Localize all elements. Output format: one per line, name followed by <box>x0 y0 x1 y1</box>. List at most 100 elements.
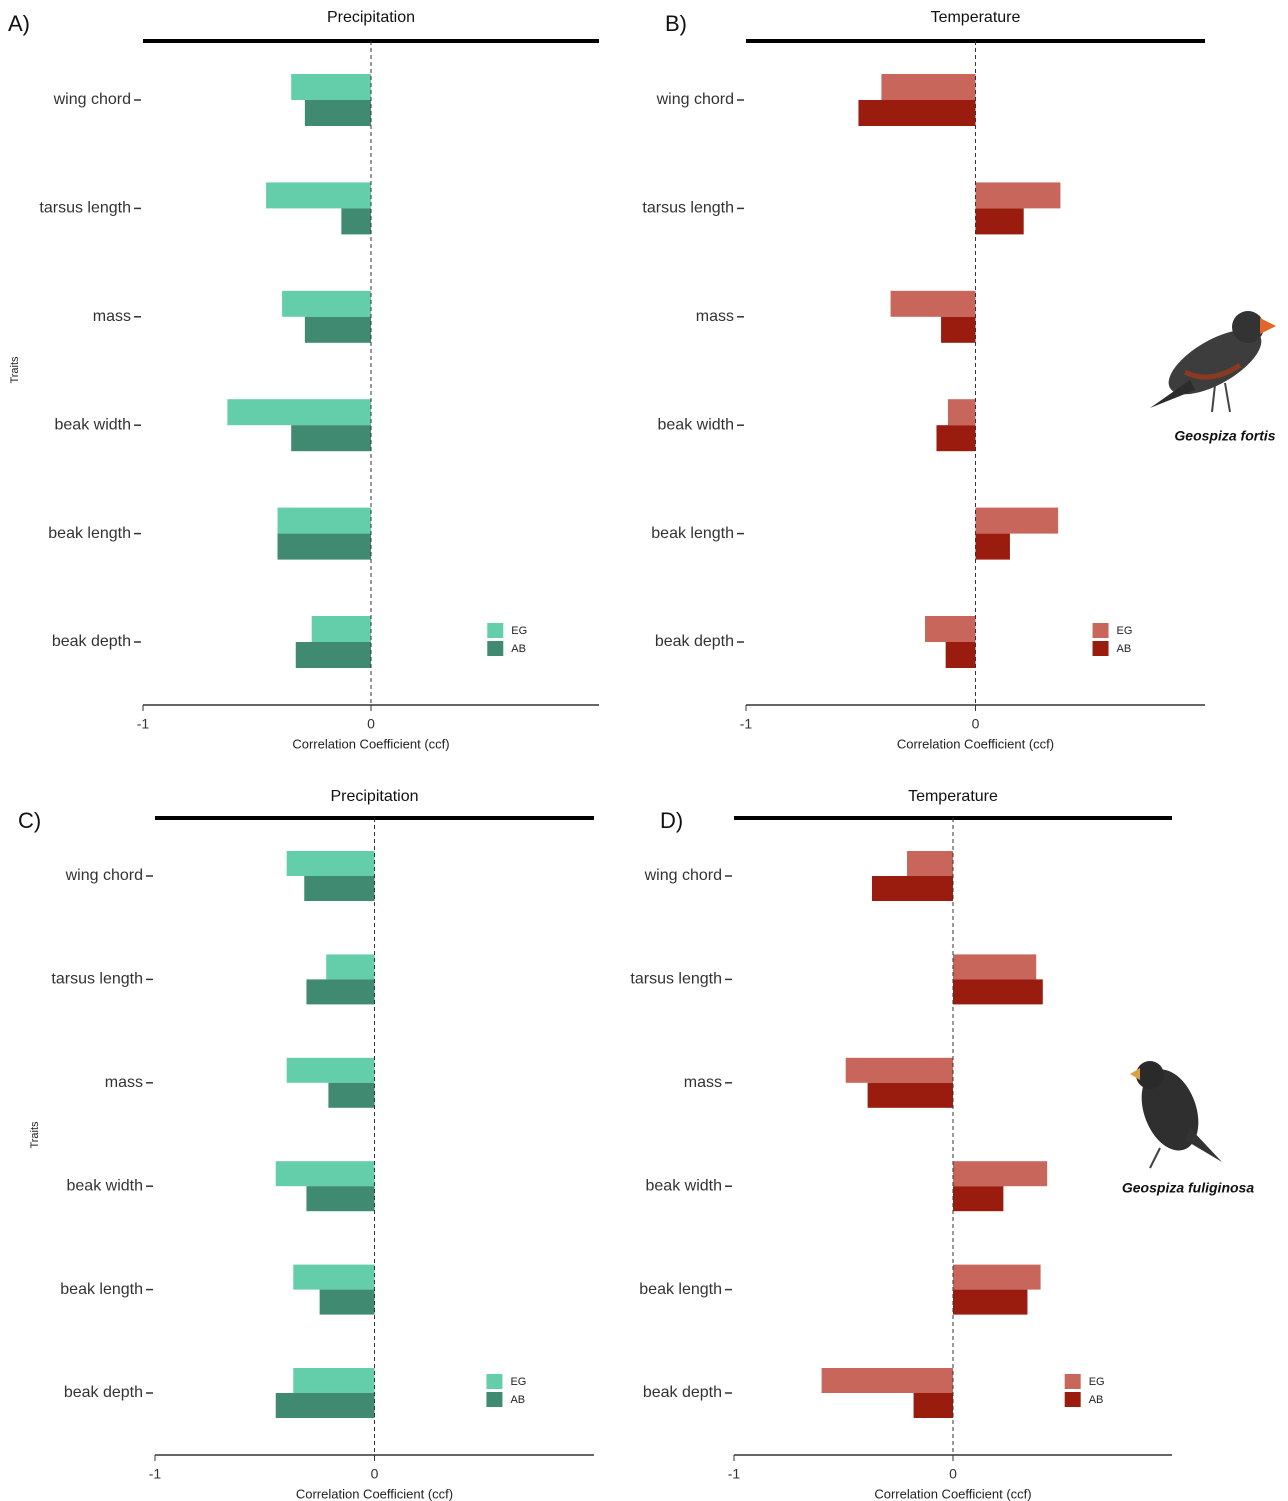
bar <box>341 208 371 235</box>
bar <box>277 507 371 534</box>
bar <box>858 100 976 126</box>
bar <box>319 1289 375 1315</box>
y-tick-label: mass <box>105 1074 143 1091</box>
y-tick-label: wing chord <box>644 867 722 884</box>
bar <box>953 954 1037 980</box>
bar <box>975 533 1010 560</box>
y-tick-label: wing chord <box>65 867 143 884</box>
x-tick-label: 0 <box>972 716 980 732</box>
bar <box>941 316 976 343</box>
bar <box>286 851 375 876</box>
legend-label: EG <box>1089 1376 1105 1388</box>
bar <box>975 507 1059 534</box>
bar <box>227 399 371 426</box>
bar <box>925 616 976 642</box>
bar <box>306 1186 375 1212</box>
bar <box>907 851 953 876</box>
bar <box>304 876 375 901</box>
legend-label: EG <box>510 1376 526 1388</box>
bar <box>947 399 976 426</box>
bar <box>275 1393 375 1418</box>
y-tick-label: beak length <box>48 525 131 542</box>
panel-title: Temperature <box>908 788 998 805</box>
bar <box>293 1368 375 1393</box>
bar <box>293 1264 375 1290</box>
legend-label: AB <box>1089 1394 1104 1406</box>
legend-swatch <box>1092 623 1109 638</box>
y-tick-label: mass <box>93 308 131 325</box>
y-tick-label: beak width <box>67 1177 144 1194</box>
x-tick-label: -1 <box>740 716 753 732</box>
panel-label: D) <box>660 808 683 833</box>
bar <box>845 1057 953 1083</box>
bar <box>291 74 371 100</box>
panel-title: Precipitation <box>330 788 418 805</box>
bar <box>286 1057 375 1083</box>
legend-swatch <box>487 641 504 656</box>
panel-label: A) <box>8 11 30 36</box>
bar <box>871 876 953 901</box>
y-tick-label: tarsus length <box>51 971 143 988</box>
legend-label: EG <box>1117 625 1133 637</box>
bar <box>311 616 371 642</box>
x-tick-label: -1 <box>137 716 150 732</box>
bar <box>304 316 371 343</box>
bar <box>821 1368 953 1393</box>
x-tick-label: 0 <box>371 1466 379 1482</box>
legend-label: EG <box>511 625 527 637</box>
y-tick-label: beak depth <box>655 633 734 650</box>
bar <box>291 425 371 452</box>
legend-swatch <box>486 1392 503 1407</box>
x-axis-label: Correlation Coefficient (ccf) <box>296 1486 453 1501</box>
legend-swatch <box>1064 1374 1081 1389</box>
x-axis-label: Correlation Coefficient (ccf) <box>292 736 449 751</box>
legend-swatch <box>487 623 504 638</box>
bar <box>275 1161 375 1187</box>
bar <box>295 642 371 668</box>
y-axis-label: Traits <box>29 1121 41 1149</box>
bird-fuliginosa <box>1130 1061 1222 1169</box>
y-tick-label: wing chord <box>53 91 131 108</box>
legend-swatch <box>486 1374 503 1389</box>
legend-label: AB <box>511 643 526 655</box>
y-tick-label: tarsus length <box>630 971 722 988</box>
x-tick-label: -1 <box>149 1466 162 1482</box>
y-tick-label: beak length <box>651 525 734 542</box>
bar <box>266 182 371 209</box>
y-tick-label: beak depth <box>643 1384 722 1401</box>
bar <box>867 1082 953 1108</box>
bar <box>953 979 1043 1005</box>
species-name: Geospiza fuliginosa <box>1122 1180 1254 1196</box>
bar <box>306 979 375 1005</box>
x-tick-label: 0 <box>367 716 375 732</box>
y-tick-label: beak length <box>639 1281 722 1298</box>
legend-label: AB <box>510 1394 525 1406</box>
bar <box>936 425 976 452</box>
bar <box>975 208 1024 235</box>
bar <box>881 74 976 100</box>
y-tick-label: tarsus length <box>642 200 734 217</box>
y-tick-label: tarsus length <box>39 200 131 217</box>
bar <box>326 954 375 980</box>
x-axis-label: Correlation Coefficient (ccf) <box>897 736 1054 751</box>
bird-fortis <box>1150 311 1276 413</box>
panel-label: B) <box>665 11 687 36</box>
legend-label: AB <box>1117 643 1132 655</box>
y-tick-label: beak depth <box>52 633 131 650</box>
legend-swatch <box>1064 1392 1081 1407</box>
y-tick-label: beak depth <box>64 1384 143 1401</box>
y-tick-label: beak length <box>60 1281 143 1298</box>
x-axis-label: Correlation Coefficient (ccf) <box>874 1486 1031 1501</box>
bar <box>913 1393 953 1418</box>
bar <box>975 182 1061 209</box>
bar <box>953 1289 1028 1315</box>
bar <box>945 642 976 668</box>
y-tick-label: beak width <box>55 416 132 433</box>
panel-label: C) <box>18 808 41 833</box>
bar <box>328 1082 375 1108</box>
y-tick-label: beak width <box>646 1177 723 1194</box>
y-tick-label: mass <box>684 1074 722 1091</box>
bar <box>953 1161 1048 1187</box>
y-tick-label: beak width <box>658 416 735 433</box>
y-axis-label: Traits <box>9 356 21 384</box>
